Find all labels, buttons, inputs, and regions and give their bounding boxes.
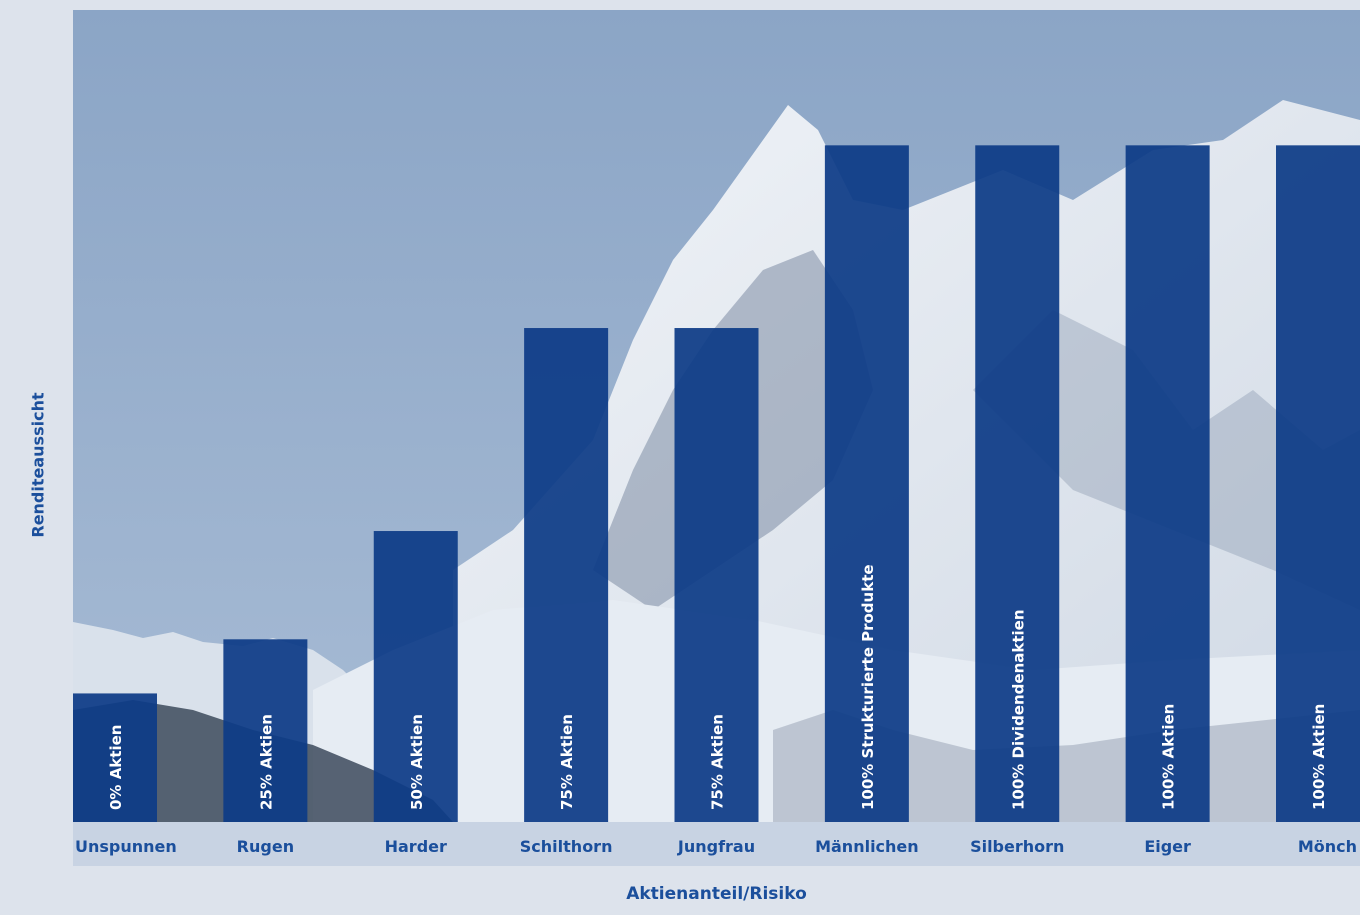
bar-eiger bbox=[1125, 145, 1210, 823]
bar-rugen bbox=[223, 639, 308, 822]
bar-label: 100% Strukturierte Produkte bbox=[859, 564, 877, 810]
bar-label: 50% Aktien bbox=[408, 714, 426, 810]
x-tick-label: Harder bbox=[385, 837, 447, 856]
bar-unspunnen bbox=[73, 693, 157, 822]
bar-mönch bbox=[1276, 145, 1360, 823]
bar-jungfrau bbox=[674, 328, 759, 822]
x-tick-label: Silberhorn bbox=[970, 837, 1064, 856]
x-tick-label: Mönch bbox=[1298, 837, 1357, 856]
bar-schilthorn bbox=[524, 328, 609, 822]
x-tick-label: Schilthorn bbox=[520, 837, 613, 856]
bar-label: 25% Aktien bbox=[257, 714, 275, 810]
bar-männlichen bbox=[824, 145, 909, 823]
bar-label: 75% Aktien bbox=[709, 714, 727, 810]
category-strip bbox=[73, 822, 1360, 866]
bar-label: 100% Dividendenaktien bbox=[1009, 609, 1027, 810]
bar-label: 75% Aktien bbox=[558, 714, 576, 810]
x-tick-label: Männlichen bbox=[815, 837, 919, 856]
x-tick-label: Rugen bbox=[237, 837, 294, 856]
bar-label: 100% Aktien bbox=[1310, 704, 1328, 810]
x-tick-label: Unspunnen bbox=[75, 837, 177, 856]
x-axis-label: Aktienanteil/Risiko bbox=[626, 884, 807, 904]
bar-harder bbox=[373, 531, 458, 822]
x-tick-label: Eiger bbox=[1144, 837, 1191, 856]
bar-label: 100% Aktien bbox=[1160, 704, 1178, 810]
bar-label: 0% Aktien bbox=[107, 725, 125, 810]
x-tick-label: Jungfrau bbox=[677, 837, 755, 856]
bar-silberhorn bbox=[975, 145, 1060, 823]
forest-right bbox=[773, 710, 1360, 822]
